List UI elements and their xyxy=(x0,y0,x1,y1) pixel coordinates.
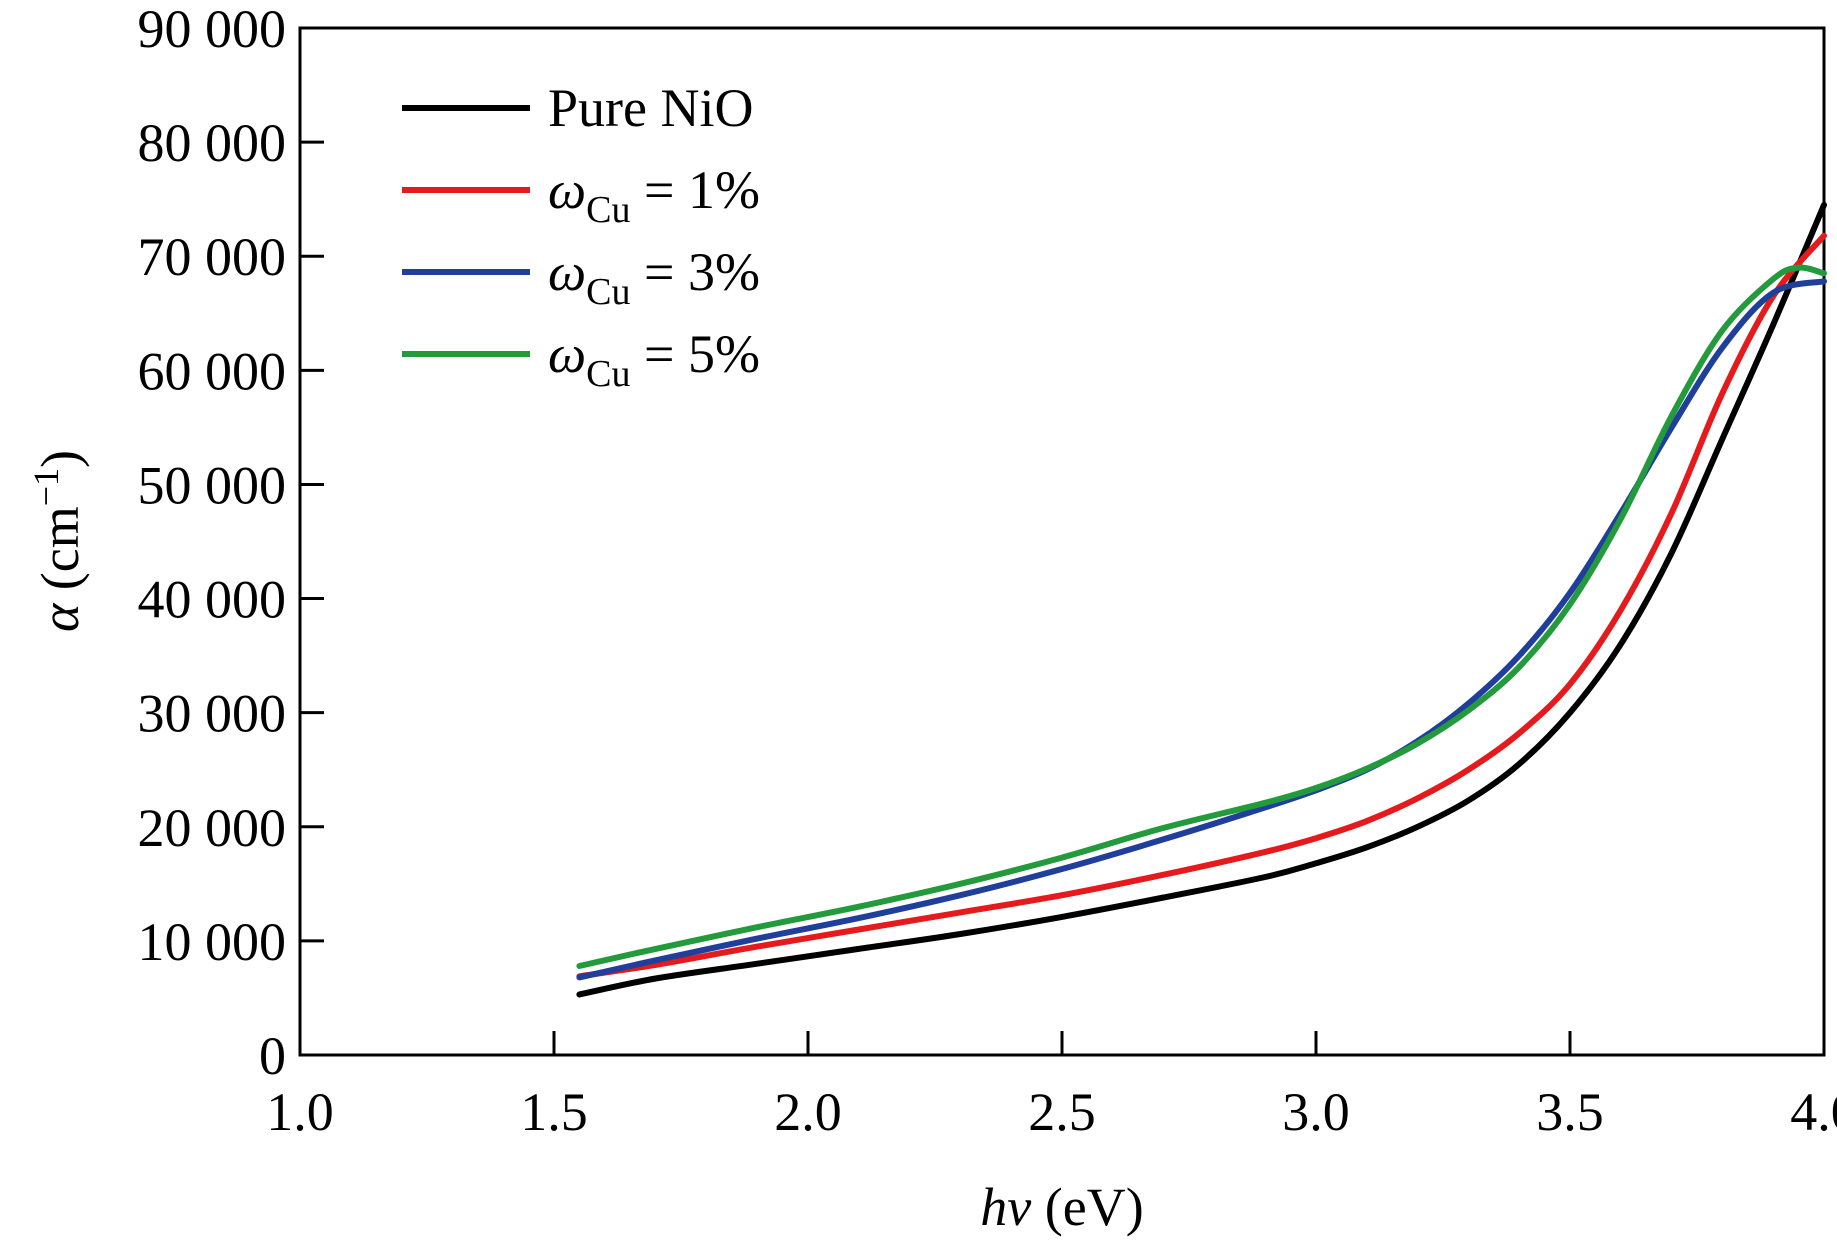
legend-label-1: Pure NiO xyxy=(548,78,753,138)
x-tick-label: 2.0 xyxy=(774,1082,842,1142)
y-axis-ticks: 0 10 000 20 000 30 000 40 000 50 000 60 000 70 … xyxy=(138,0,324,1086)
x-tick-label: 3.0 xyxy=(1282,1082,1350,1142)
y-axis-title: α (cm−1) xyxy=(26,450,90,632)
y-tick-label: 70 000 xyxy=(138,227,287,287)
series-line-2 xyxy=(576,232,1827,980)
y-tick-label: 40 000 xyxy=(138,570,287,630)
legend-label-4: ωCu = 5% xyxy=(548,324,760,395)
x-tick-label: 2.5 xyxy=(1028,1082,1096,1142)
y-tick-label: 30 000 xyxy=(138,684,287,744)
y-tick-label: 60 000 xyxy=(138,341,287,401)
series-line-4 xyxy=(576,264,1827,969)
series-line-1 xyxy=(576,201,1827,998)
y-tick-label: 50 000 xyxy=(138,455,287,515)
legend-label-2: ωCu = 1% xyxy=(548,160,760,231)
y-tick-label: 90 000 xyxy=(138,0,287,59)
y-tick-label: 20 000 xyxy=(138,798,287,858)
plot-frame xyxy=(298,26,1826,1057)
x-tick-label: 3.5 xyxy=(1536,1082,1604,1142)
series-line-3 xyxy=(576,278,1827,981)
series-lines xyxy=(576,201,1827,998)
y-tick-label: 10 000 xyxy=(138,912,287,972)
legend-label-3: ωCu = 3% xyxy=(548,242,760,313)
x-tick-label: 1.0 xyxy=(266,1082,334,1142)
x-axis-title: hv (eV) xyxy=(980,1177,1143,1237)
y-tick-label: 80 000 xyxy=(138,113,287,173)
y-tick-label: 0 xyxy=(259,1026,286,1086)
x-axis-ticks: 1.0 1.5 2.0 2.5 3.0 3.5 4.0 xyxy=(266,1031,1837,1142)
x-tick-label: 1.5 xyxy=(520,1082,588,1142)
legend: Pure NiO ωCu = 1% ωCu = 3% ωCu = 5% xyxy=(402,78,760,395)
x-tick-label: 4.0 xyxy=(1790,1082,1837,1142)
